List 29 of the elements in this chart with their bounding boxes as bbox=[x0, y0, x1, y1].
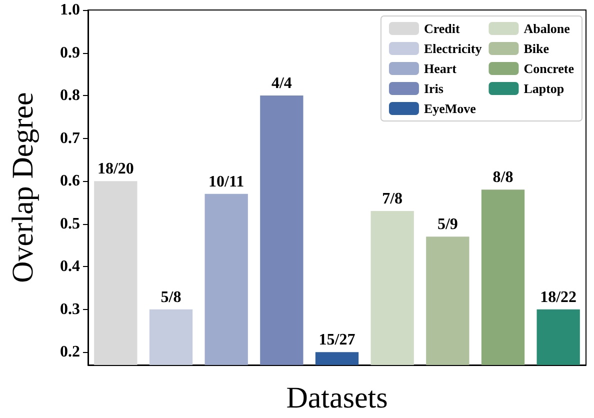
y-tick-label: 0.7 bbox=[60, 130, 80, 147]
legend-label: Laptop bbox=[524, 81, 564, 96]
annotation: 18/20 bbox=[97, 160, 134, 178]
annotation: 5/9 bbox=[437, 216, 458, 234]
x-axis-title: Datasets bbox=[286, 382, 388, 414]
annotation: 15/27 bbox=[318, 332, 356, 349]
y-tick-label: 1.0 bbox=[60, 2, 80, 18]
y-tick-label: 0.6 bbox=[60, 172, 80, 190]
legend-label: Electricity bbox=[424, 41, 482, 56]
legend-label: Iris bbox=[424, 81, 444, 96]
y-tick-label: 0.5 bbox=[60, 215, 80, 232]
y-tick-label: 0.3 bbox=[60, 300, 80, 318]
annotation: 8/8 bbox=[492, 169, 514, 186]
y-axis-title: Overlap Degree bbox=[6, 92, 40, 283]
y-tick-label: 0.9 bbox=[60, 44, 80, 62]
legend-label: Abalone bbox=[524, 21, 570, 36]
annotation: 4/4 bbox=[271, 75, 292, 92]
legend-label: Heart bbox=[424, 61, 458, 76]
legend-label: Bike bbox=[524, 41, 550, 56]
annotation: 5/8 bbox=[160, 288, 182, 306]
legend-label: Credit bbox=[424, 21, 460, 36]
y-tick-label: 0.2 bbox=[60, 344, 80, 361]
annotation: 7/8 bbox=[382, 190, 403, 208]
legend-label: EyeMove bbox=[424, 101, 476, 116]
annotation: 18/22 bbox=[540, 288, 577, 306]
y-tick-label: 0.4 bbox=[60, 258, 80, 276]
annotation: 10/11 bbox=[208, 173, 244, 190]
y-tick-label: 0.8 bbox=[60, 87, 80, 104]
legend-label: Concrete bbox=[524, 61, 574, 76]
